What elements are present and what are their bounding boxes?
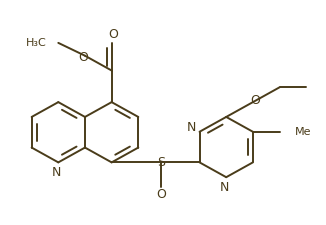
Text: N: N — [52, 166, 61, 179]
Text: N: N — [219, 181, 229, 194]
Text: O: O — [78, 51, 88, 64]
Text: O: O — [250, 94, 260, 107]
Text: N: N — [187, 121, 196, 134]
Text: Me: Me — [295, 127, 312, 137]
Text: S: S — [157, 156, 165, 169]
Text: H₃C: H₃C — [26, 38, 47, 48]
Text: O: O — [109, 29, 119, 41]
Text: O: O — [156, 189, 166, 201]
